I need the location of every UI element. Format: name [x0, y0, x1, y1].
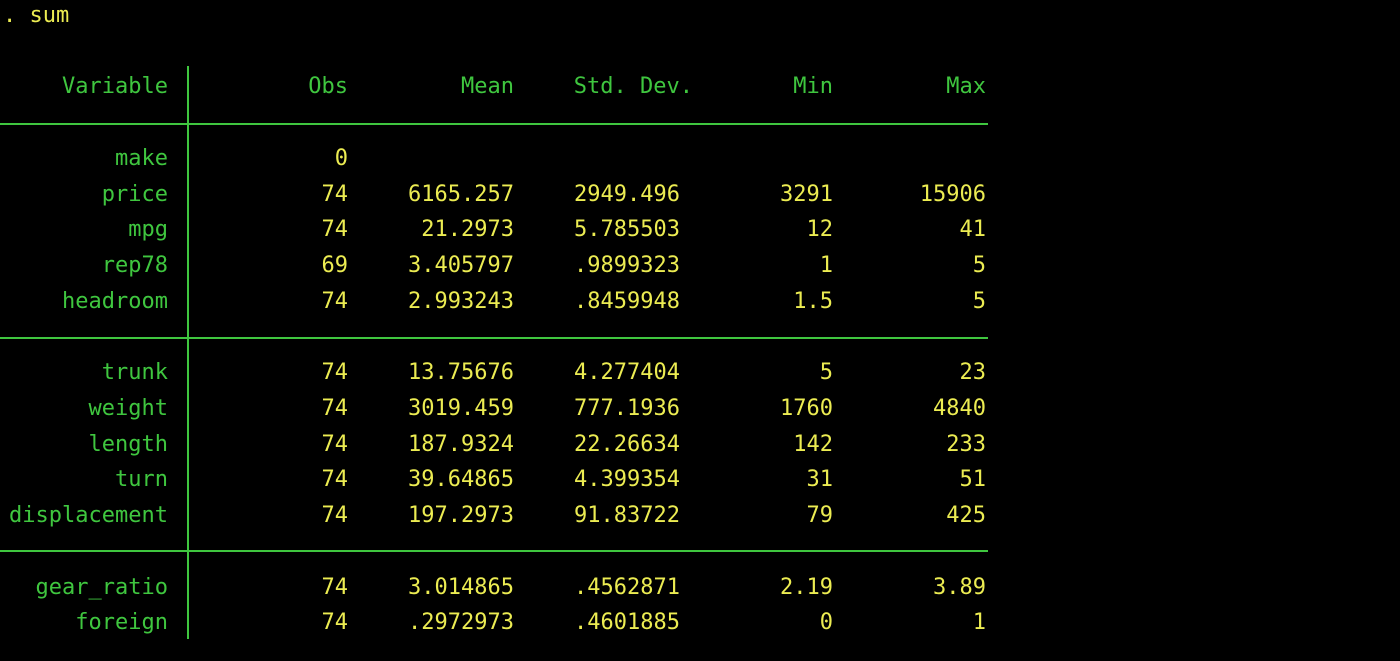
header-mean: Mean — [461, 74, 514, 99]
table-row: rep78 69 3.405797 .9899323 1 5 — [0, 248, 990, 284]
cell-std-dev: 2949.496 — [574, 181, 680, 207]
cell-std-dev: 777.1936 — [574, 396, 680, 421]
cell-min: 79 — [806, 503, 834, 529]
cell-mean: 187.9324 — [408, 431, 514, 457]
cell-mean: .2972973 — [408, 610, 514, 636]
cell-variable: weight — [88, 396, 168, 421]
group-separator — [0, 337, 988, 339]
header-separator — [0, 123, 988, 125]
table-row: price 74 6165.257 2949.496 3291 15906 — [0, 177, 990, 213]
cell-min: 0 — [819, 610, 833, 636]
cell-mean: 3.014865 — [408, 574, 514, 600]
cell-min: 3291 — [780, 181, 833, 207]
cell-std-dev: .9899323 — [574, 253, 680, 279]
cell-mean: 13.75676 — [408, 360, 514, 386]
column-divider — [187, 66, 189, 639]
cell-obs: 74 — [321, 467, 349, 493]
table-row: displacement 74 197.2973 91.83722 79 425 — [0, 498, 990, 534]
command-prompt: . sum — [3, 3, 70, 28]
cell-variable: trunk — [101, 360, 168, 386]
cell-variable: mpg — [128, 217, 168, 243]
cell-obs: 74 — [321, 574, 349, 600]
cell-std-dev: 22.26634 — [574, 431, 680, 457]
cell-min: 142 — [793, 431, 833, 457]
group-separator — [0, 550, 988, 552]
cell-max: 4840 — [933, 396, 986, 421]
cell-std-dev: .4562871 — [574, 574, 680, 600]
cell-obs: 69 — [321, 253, 349, 279]
cell-max: 425 — [946, 503, 986, 529]
cell-max: 23 — [959, 360, 987, 386]
cell-max: 1 — [972, 610, 986, 636]
cell-min: 1760 — [780, 396, 833, 421]
cell-std-dev: 4.399354 — [574, 467, 680, 493]
cell-min: 5 — [819, 360, 833, 386]
cell-min: 31 — [806, 467, 834, 493]
table-row: weight 74 3019.459 777.1936 1760 4840 — [0, 391, 990, 427]
header-std-dev: Std. Dev. — [573, 74, 693, 99]
table-row: trunk 74 13.75676 4.277404 5 23 — [0, 355, 990, 391]
cell-min: 12 — [806, 217, 834, 243]
cell-std-dev: 91.83722 — [574, 503, 680, 529]
cell-obs: 74 — [321, 360, 349, 386]
cell-variable: gear_ratio — [35, 574, 168, 600]
table-row: length 74 187.9324 22.26634 142 233 — [0, 427, 990, 463]
cell-std-dev: .8459948 — [574, 288, 680, 314]
cell-obs: 74 — [321, 288, 349, 314]
cell-obs: 74 — [321, 181, 349, 207]
cell-max: 5 — [972, 253, 986, 279]
summary-table: Variable Obs Mean Std. Dev. Min Max make… — [0, 66, 990, 641]
cell-variable: foreign — [75, 610, 168, 636]
cell-mean: 3019.459 — [408, 396, 514, 421]
header-variable: Variable — [62, 74, 168, 99]
cell-max: 5 — [972, 288, 986, 314]
cell-variable: headroom — [62, 288, 168, 314]
table-row: foreign 74 .2972973 .4601885 0 1 — [0, 605, 990, 641]
cell-obs: 74 — [321, 396, 349, 421]
cell-max: 3.89 — [933, 574, 986, 600]
cell-obs: 74 — [321, 217, 349, 243]
cell-variable: make — [115, 146, 168, 171]
table-row: gear_ratio 74 3.014865 .4562871 2.19 3.89 — [0, 570, 990, 606]
cell-obs: 74 — [321, 431, 349, 457]
cell-std-dev: 5.785503 — [574, 217, 680, 243]
table-row: make 0 — [0, 141, 990, 177]
table-row: mpg 74 21.2973 5.785503 12 41 — [0, 212, 990, 248]
cell-max: 51 — [959, 467, 987, 493]
header-min: Min — [793, 74, 833, 99]
cell-variable: rep78 — [101, 253, 168, 279]
table-row: turn 74 39.64865 4.399354 31 51 — [0, 462, 990, 498]
cell-variable: turn — [115, 467, 168, 493]
header-obs: Obs — [308, 74, 348, 99]
cell-min: 2.19 — [780, 574, 833, 600]
cell-variable: displacement — [9, 503, 168, 529]
cell-max: 41 — [959, 217, 987, 243]
cell-max: 233 — [946, 431, 986, 457]
cell-variable: length — [88, 431, 168, 457]
table-row: headroom 74 2.993243 .8459948 1.5 5 — [0, 284, 990, 320]
cell-std-dev: .4601885 — [574, 610, 680, 636]
cell-mean: 6165.257 — [408, 181, 514, 207]
cell-variable: price — [101, 181, 168, 207]
cell-mean: 197.2973 — [408, 503, 514, 529]
cell-obs: 74 — [321, 503, 349, 529]
cell-std-dev: 4.277404 — [574, 360, 680, 386]
cell-min: 1.5 — [793, 288, 833, 314]
cell-mean: 3.405797 — [408, 253, 514, 279]
cell-obs: 0 — [334, 146, 348, 171]
cell-mean: 21.2973 — [421, 217, 514, 243]
header-max: Max — [946, 74, 986, 99]
cell-mean: 2.993243 — [408, 288, 514, 314]
table-header: Variable Obs Mean Std. Dev. Min Max — [0, 69, 990, 105]
cell-max: 15906 — [919, 181, 986, 207]
cell-obs: 74 — [321, 610, 349, 636]
cell-mean: 39.64865 — [408, 467, 514, 493]
cell-min: 1 — [819, 253, 833, 279]
